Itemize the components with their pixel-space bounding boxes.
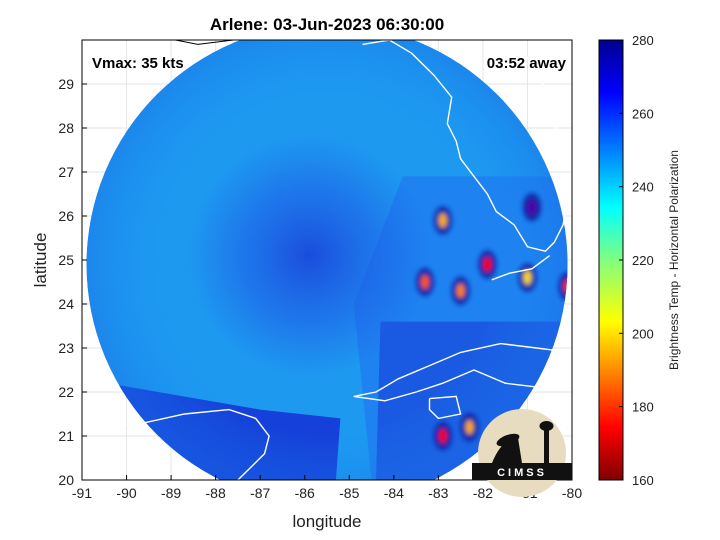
coastline	[353, 342, 572, 402]
convective-cell	[438, 213, 447, 228]
y-tick-label: 20	[58, 472, 74, 488]
coastlines	[82, 40, 572, 480]
y-tick-label: 25	[58, 252, 74, 268]
x-tick-label: -91	[72, 485, 92, 501]
x-tick-label: -86	[295, 485, 315, 501]
convective-cell	[438, 429, 447, 443]
x-tick-label: -82	[473, 485, 493, 501]
colorbar-ticks: 160 180 200 220 240 260 280	[619, 33, 654, 488]
convective-cell	[483, 257, 492, 272]
x-tick-label: -90	[116, 485, 136, 501]
colorbar-tick-label: 280	[632, 33, 654, 48]
y-tick-label: 21	[58, 428, 74, 444]
y-tick-label: 29	[58, 76, 74, 92]
x-tick-label: -83	[428, 485, 448, 501]
coastline	[82, 408, 270, 480]
x-tick-label: -89	[161, 485, 181, 501]
chart-title: Arlene: 03-Jun-2023 06:30:00	[210, 15, 444, 34]
y-tick-label: 28	[58, 120, 74, 136]
y-tick-label: 22	[58, 384, 74, 400]
coastlines-outside	[144, 40, 234, 45]
coastline	[144, 40, 234, 45]
logo-band	[472, 463, 572, 480]
coastline	[362, 40, 572, 252]
colorbar-tick-label: 240	[632, 180, 654, 195]
colorbar-tick-label: 220	[632, 253, 654, 268]
convective-cell	[421, 275, 429, 289]
colorbar-tick-label: 260	[632, 106, 654, 121]
plot-area: -91-90-89-88-87-86-85-84-83-82-81-80 202…	[58, 39, 582, 501]
intensity-annotation: Vmax: 35 kts	[92, 55, 184, 72]
x-tick-label: -84	[384, 485, 404, 501]
x-axis-label: longitude	[292, 512, 361, 531]
colorbar-tick-label: 180	[632, 400, 654, 415]
x-tick-label: -85	[339, 485, 359, 501]
y-tick-label: 24	[58, 296, 74, 312]
x-tick-label: -80	[562, 485, 582, 501]
convective-cell	[465, 420, 474, 435]
time-offset-annotation: 03:52 away	[487, 55, 567, 72]
colorbar-label: Brightness Temp - Horizontal Polarizatio…	[667, 150, 681, 370]
cell-halo	[558, 272, 568, 301]
colorbar-tick-label: 160	[632, 473, 654, 488]
convective-cell	[527, 200, 536, 215]
convective-cell	[523, 270, 532, 285]
y-tick-label: 26	[58, 208, 74, 224]
logo-disc	[478, 409, 566, 497]
cimss-logo: CIMSS	[472, 409, 572, 497]
colorbar-tick-label: 200	[632, 326, 654, 341]
swath-edge-shading	[86, 40, 568, 480]
y-axis-ticks: 20 21 22 23 24 25 26 27 28 29	[58, 76, 87, 488]
coastline	[428, 395, 462, 420]
x-tick-label: -88	[206, 485, 226, 501]
y-tick-label: 27	[58, 164, 74, 180]
satellite-dish-icon	[492, 438, 522, 463]
logo-text: CIMSS	[497, 467, 547, 479]
y-axis-label: latitude	[31, 233, 50, 288]
x-tick-label: -87	[250, 485, 270, 501]
convective-cell	[456, 283, 465, 298]
tower-icon	[544, 428, 549, 463]
convective-cell	[563, 279, 568, 294]
coastline	[491, 255, 551, 281]
swath-layer	[82, 40, 572, 480]
colorbar: 160 180 200 220 240 260 280 Brightness Temp - …	[598, 33, 681, 488]
y-tick-label: 23	[58, 340, 74, 356]
